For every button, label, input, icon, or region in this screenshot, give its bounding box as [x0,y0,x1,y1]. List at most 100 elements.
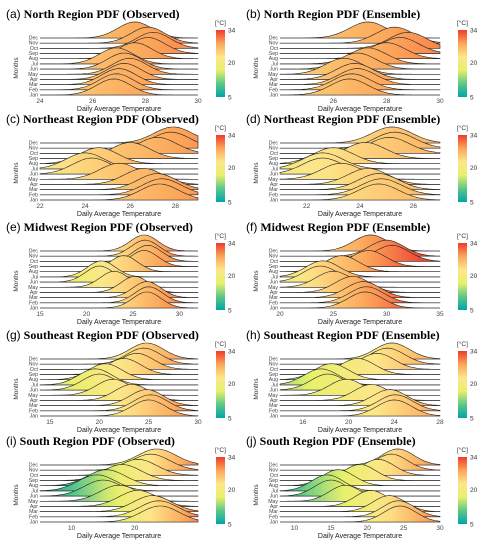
panel-title-text: Southeast Region PDF (Observed) [21,328,199,342]
y-axis-label: Months [13,270,20,292]
ridge-may [39,270,199,288]
colorbar-unit: [°C] [215,232,226,240]
month-label: Jun [270,172,278,178]
month-label: Jan [30,306,38,312]
month-label: Apr [270,290,278,296]
panel-f: (f) Midwest Region PDF (Ensemble) DecNovO… [246,220,478,326]
month-label: Nov [269,254,279,260]
x-tick-label: 20 [83,311,91,318]
panel-title: (d) Northeast Region PDF (Ensemble) [246,112,440,126]
ridge-may [279,485,441,502]
x-tick-label: 20 [364,525,372,532]
colorbar-tick: 20 [470,165,478,172]
month-label: Apr [30,504,38,510]
panel-title-text: South Region PDF (Ensemble) [257,434,416,448]
panel-letter: (e) [6,220,21,234]
month-label: Sep [29,372,38,378]
x-axis-label: Daily Average Temperature [77,319,161,326]
month-label: Feb [269,514,278,520]
month-label: Dec [269,141,279,147]
month-label: Jan [30,520,38,526]
x-axis-label: Daily Average Temperature [318,427,402,434]
x-axis-label: Daily Average Temperature [77,427,161,434]
x-axis-label: Daily Average Temperature [318,106,402,113]
month-label: Mar [269,403,278,409]
month-label: Dec [269,249,279,255]
month-label: Mar [269,187,278,193]
panel-g: (g) Southeast Region PDF (Observed) DecNo… [6,328,236,434]
x-tick-label: 26 [330,98,338,105]
ridge-may [279,378,441,396]
colorbar-tick: 20 [228,381,236,388]
colorbar [216,457,225,524]
month-label: May [268,499,278,505]
x-tick-label: 20 [345,419,353,426]
ridge-aug [39,255,199,273]
colorbar-unit: [°C] [457,232,468,240]
colorbar [216,135,225,202]
ridge-jan [280,505,441,523]
month-label: Mar [29,187,38,193]
panel-title: (j) South Region PDF (Ensemble) [246,434,416,448]
month-label: Aug [29,56,38,62]
month-label: Dec [29,141,39,147]
month-label: Oct [30,151,39,157]
x-tick-label: 15 [46,419,54,426]
month-label: Feb [29,514,38,520]
ridge-dec [280,448,441,466]
ridge-jan [40,399,199,417]
colorbar-unit: [°C] [457,446,468,454]
month-label: Nov [29,41,39,47]
month-label: Jan [270,414,278,420]
month-label: Sep [29,478,38,484]
panel-title-text: Midwest Region PDF (Ensemble) [257,220,430,234]
colorbar [216,351,225,418]
colorbar-unit: [°C] [215,340,226,348]
panel-title-text: Southeast Region PDF (Ensemble) [261,328,440,342]
x-axis-label: Daily Average Temperature [77,106,161,113]
ridge-jan [40,78,198,96]
panel-title: (i) South Region PDF (Observed) [6,434,175,448]
month-label: Apr [30,290,38,296]
panel-b: (b) North Region PDF (Ensemble) DecNovOct… [246,7,478,113]
x-axis-label: Daily Average Temperature [77,211,161,218]
month-label: Jan [30,93,38,99]
month-label: Dec [29,463,39,469]
colorbar-tick: 5 [228,416,232,423]
x-tick-label: 25 [145,419,153,426]
panel-title-text: North Region PDF (Observed) [21,7,180,21]
month-label: Sep [29,264,38,270]
panel-d: (d) Northeast Region PDF (Ensemble)DecNo… [246,112,478,218]
month-label: Aug [29,161,38,167]
month-label: Jul [31,166,38,172]
month-label: Mar [269,295,278,301]
ridge-jul [39,260,199,278]
x-axis-label: Daily Average Temperature [77,533,161,540]
month-label: Jun [270,67,278,73]
month-label: Apr [270,398,278,404]
ridge-jan [280,291,440,309]
month-label: Oct [30,46,39,52]
x-tick-label: 10 [291,525,299,532]
x-tick-label: 24 [391,419,399,426]
y-axis-label: Months [13,57,20,79]
ridge-sep [39,464,199,481]
month-label: Nov [29,468,39,474]
panel-title-text: Midwest Region PDF (Observed) [21,220,193,234]
month-label: Jan [30,198,38,204]
panel-letter: (j) [246,434,257,448]
panel-letter: (d) [246,112,261,126]
ridge-dec [280,234,440,252]
month-label: Dec [29,36,39,42]
x-tick-label: 25 [400,525,408,532]
month-label: Aug [29,269,38,275]
colorbar-tick: 5 [228,522,232,529]
panel-title-text: South Region PDF (Observed) [17,434,175,448]
month-label: Dec [269,357,279,363]
ridge-may [39,378,199,396]
month-label: Aug [269,56,278,62]
month-label: Aug [29,483,38,489]
colorbar-tick: 5 [228,200,232,207]
month-label: May [268,177,278,183]
month-label: Apr [30,398,38,404]
